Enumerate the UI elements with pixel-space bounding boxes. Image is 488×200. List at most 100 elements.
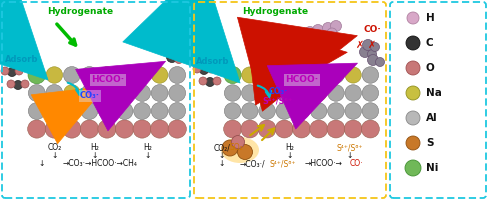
Text: ↓: ↓ bbox=[219, 150, 225, 160]
Circle shape bbox=[222, 140, 238, 156]
Text: CO₂/: CO₂/ bbox=[213, 144, 230, 152]
Circle shape bbox=[28, 66, 45, 84]
Circle shape bbox=[231, 136, 244, 148]
Circle shape bbox=[168, 120, 186, 138]
Circle shape bbox=[375, 58, 385, 66]
Circle shape bbox=[258, 120, 276, 138]
Circle shape bbox=[259, 85, 275, 101]
Circle shape bbox=[81, 67, 98, 83]
Circle shape bbox=[169, 85, 185, 101]
Circle shape bbox=[63, 85, 80, 101]
Text: CO₂: CO₂ bbox=[48, 144, 62, 152]
Circle shape bbox=[293, 85, 310, 101]
Circle shape bbox=[116, 120, 134, 138]
Circle shape bbox=[224, 120, 242, 138]
Circle shape bbox=[28, 120, 46, 138]
Circle shape bbox=[276, 85, 292, 101]
Circle shape bbox=[150, 120, 169, 138]
Circle shape bbox=[175, 40, 185, 50]
Text: Hydrogenate: Hydrogenate bbox=[47, 7, 113, 16]
Circle shape bbox=[193, 65, 201, 73]
Circle shape bbox=[63, 67, 81, 83]
Text: ↓: ↓ bbox=[219, 160, 225, 168]
Text: SO₂: SO₂ bbox=[230, 144, 244, 152]
Circle shape bbox=[224, 66, 241, 84]
Circle shape bbox=[81, 85, 98, 101]
Text: Hydrogenate: Hydrogenate bbox=[242, 7, 308, 16]
Circle shape bbox=[314, 34, 325, 46]
Circle shape bbox=[327, 103, 344, 119]
Circle shape bbox=[81, 120, 99, 138]
Circle shape bbox=[152, 31, 163, 43]
Circle shape bbox=[259, 67, 275, 83]
Circle shape bbox=[151, 85, 168, 101]
Circle shape bbox=[205, 77, 215, 86]
Text: CO₃·: CO₃· bbox=[80, 92, 100, 100]
Text: Ni: Ni bbox=[426, 163, 438, 173]
Circle shape bbox=[323, 32, 333, 44]
Circle shape bbox=[344, 120, 362, 138]
Circle shape bbox=[370, 43, 380, 51]
Circle shape bbox=[276, 103, 292, 119]
Text: H₂: H₂ bbox=[285, 144, 294, 152]
Text: →CO₃·→HCOO·→CH₄: →CO₃·→HCOO·→CH₄ bbox=[62, 160, 138, 168]
Text: ↓: ↓ bbox=[52, 150, 58, 160]
Circle shape bbox=[406, 86, 420, 100]
Circle shape bbox=[319, 40, 329, 50]
Circle shape bbox=[158, 17, 168, 27]
Text: H₂: H₂ bbox=[143, 144, 152, 152]
Circle shape bbox=[327, 28, 337, 38]
Circle shape bbox=[116, 85, 133, 101]
Circle shape bbox=[81, 103, 98, 119]
Circle shape bbox=[275, 120, 293, 138]
Circle shape bbox=[367, 54, 379, 66]
Text: ↓: ↓ bbox=[145, 150, 151, 160]
Circle shape bbox=[242, 67, 258, 83]
Circle shape bbox=[98, 120, 116, 138]
Circle shape bbox=[147, 29, 157, 39]
Text: S⁴⁺/S⁶⁺: S⁴⁺/S⁶⁺ bbox=[270, 160, 297, 168]
Text: ✗: ✗ bbox=[356, 40, 364, 50]
Circle shape bbox=[165, 15, 177, 25]
Circle shape bbox=[327, 67, 344, 83]
Circle shape bbox=[134, 85, 150, 101]
Circle shape bbox=[150, 22, 162, 33]
Circle shape bbox=[7, 80, 15, 88]
Circle shape bbox=[175, 54, 183, 64]
Circle shape bbox=[28, 103, 45, 119]
Text: H₂: H₂ bbox=[91, 144, 100, 152]
Circle shape bbox=[169, 103, 185, 119]
Circle shape bbox=[360, 46, 370, 58]
Circle shape bbox=[46, 103, 63, 119]
Circle shape bbox=[310, 120, 327, 138]
Circle shape bbox=[224, 85, 241, 101]
Circle shape bbox=[142, 24, 154, 36]
Circle shape bbox=[99, 103, 116, 119]
Circle shape bbox=[363, 40, 373, 50]
Circle shape bbox=[99, 85, 116, 101]
Circle shape bbox=[405, 160, 421, 176]
Circle shape bbox=[292, 120, 310, 138]
Circle shape bbox=[207, 65, 215, 73]
Circle shape bbox=[242, 103, 258, 119]
Circle shape bbox=[63, 103, 81, 119]
Circle shape bbox=[238, 144, 252, 160]
Circle shape bbox=[311, 85, 327, 101]
Text: O: O bbox=[426, 63, 435, 73]
Circle shape bbox=[157, 36, 167, 46]
Circle shape bbox=[305, 26, 316, 38]
Circle shape bbox=[242, 85, 258, 101]
Circle shape bbox=[45, 120, 63, 138]
Circle shape bbox=[213, 77, 221, 85]
Circle shape bbox=[116, 103, 133, 119]
Circle shape bbox=[407, 12, 419, 24]
Circle shape bbox=[133, 120, 151, 138]
Text: Adsorb: Adsorb bbox=[5, 55, 39, 64]
Circle shape bbox=[151, 103, 168, 119]
Circle shape bbox=[134, 103, 150, 119]
Circle shape bbox=[162, 21, 172, 31]
Circle shape bbox=[46, 85, 63, 101]
Circle shape bbox=[406, 61, 420, 75]
Text: ↓: ↓ bbox=[287, 150, 293, 160]
Circle shape bbox=[183, 43, 191, 51]
